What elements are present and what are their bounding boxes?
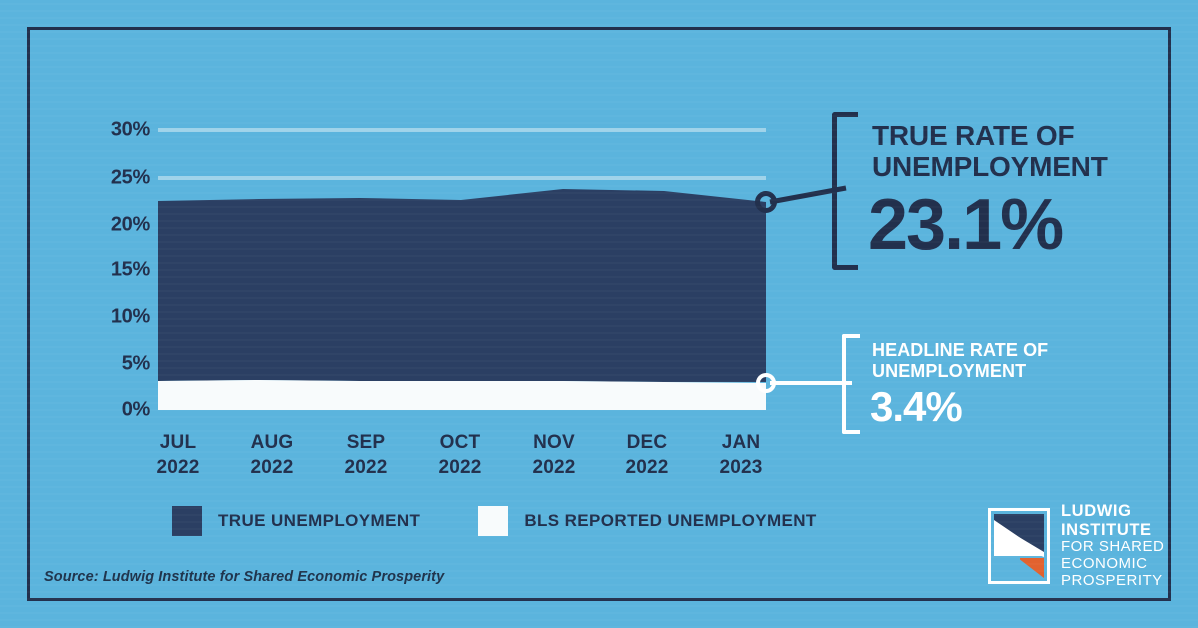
y-axis-tick: 30% xyxy=(110,118,150,141)
callout-true-rate-value: 23.1% xyxy=(868,185,1064,265)
logo-line-4: ECONOMIC xyxy=(1061,555,1148,573)
x-tick-month: SEP xyxy=(346,432,386,453)
x-tick-month: DEC xyxy=(626,432,668,453)
marker-true-rate xyxy=(755,191,777,213)
x-tick-year: 2022 xyxy=(532,457,576,479)
ludwig-institute-logo: LUDWIG INSTITUTE FOR SHARED ECONOMIC PRO… xyxy=(988,502,1164,590)
x-axis-tick-oct-2022: OCT 2022 xyxy=(405,430,515,480)
callout-title-line-2: UNEMPLOYMENT xyxy=(872,151,1108,183)
x-tick-year: 2022 xyxy=(625,457,669,479)
y-axis-tick: 25% xyxy=(110,166,150,189)
bracket-icon xyxy=(832,112,858,270)
gridline-30 xyxy=(158,128,766,132)
x-axis-tick-aug-2022: AUG 2022 xyxy=(217,430,327,480)
y-axis-tick: 10% xyxy=(110,305,150,328)
x-tick-month: NOV xyxy=(533,432,575,453)
legend-label: TRUE UNEMPLOYMENT xyxy=(218,511,421,530)
x-tick-month: OCT xyxy=(439,432,481,453)
y-axis-tick: 20% xyxy=(110,213,150,236)
logo-line-2: INSTITUTE xyxy=(1061,520,1152,539)
logo-line-5: PROSPERITY xyxy=(1061,572,1163,590)
series-true-unemployment-area xyxy=(158,189,766,382)
logo-line-1: LUDWIG xyxy=(1061,502,1132,520)
x-axis-tick-sep-2022: SEP 2022 xyxy=(311,430,421,480)
x-tick-month: JUL xyxy=(159,432,197,453)
x-tick-year: 2022 xyxy=(250,457,294,479)
y-axis: 30% 25% 20% 15% 10% 5% 0% xyxy=(78,0,150,628)
callout-headline-rate-value: 3.4% xyxy=(870,383,963,430)
logo-wordmark: LUDWIG INSTITUTE FOR SHARED ECONOMIC PRO… xyxy=(1061,502,1164,590)
legend-item-bls-reported-unemployment: BLS REPORTED UNEMPLOYMENT xyxy=(478,506,816,536)
y-axis-tick: 15% xyxy=(110,258,150,281)
x-axis-tick-dec-2022: DEC 2022 xyxy=(592,430,702,480)
callout-title-line-2: UNEMPLOYMENT xyxy=(872,361,1027,382)
callout-title-line-1: TRUE RATE OF xyxy=(872,120,1075,151)
legend-item-true-unemployment: TRUE UNEMPLOYMENT xyxy=(172,506,420,536)
source-note: Source: Ludwig Institute for Shared Econ… xyxy=(44,569,445,585)
chart-legend: TRUE UNEMPLOYMENT BLS REPORTED UNEMPLOYM… xyxy=(172,506,817,536)
x-tick-month: AUG xyxy=(250,432,294,453)
x-tick-month: JAN xyxy=(721,432,761,453)
legend-swatch-icon xyxy=(478,506,509,536)
bracket-icon xyxy=(842,334,860,434)
marker-headline-rate xyxy=(756,373,776,393)
logo-line-3: FOR SHARED xyxy=(1061,538,1165,556)
y-axis-tick: 0% xyxy=(121,398,151,421)
callout-headline-rate-title: HEADLINE RATE OF UNEMPLOYMENT xyxy=(872,340,1092,382)
x-tick-year: 2022 xyxy=(156,457,200,479)
legend-swatch-icon xyxy=(172,506,202,536)
gridline-25 xyxy=(158,176,766,180)
legend-label: BLS REPORTED UNEMPLOYMENT xyxy=(524,511,817,530)
x-tick-year: 2023 xyxy=(719,457,763,479)
x-tick-year: 2022 xyxy=(438,457,482,479)
frame-border xyxy=(27,27,1171,601)
x-axis-tick-jul-2022: JUL 2022 xyxy=(123,430,233,480)
y-axis-tick: 5% xyxy=(121,352,151,375)
x-tick-year: 2022 xyxy=(344,457,388,479)
callout-title-line-1: HEADLINE RATE OF xyxy=(872,340,1049,360)
logo-mark-icon xyxy=(988,508,1050,585)
x-axis-tick-jan-2023: JAN 2023 xyxy=(686,430,796,480)
x-axis-tick-nov-2022: NOV 2022 xyxy=(499,430,609,480)
callout-true-rate-title: TRUE RATE OF UNEMPLOYMENT xyxy=(872,120,1142,183)
series-bls-reported-area xyxy=(158,380,766,410)
